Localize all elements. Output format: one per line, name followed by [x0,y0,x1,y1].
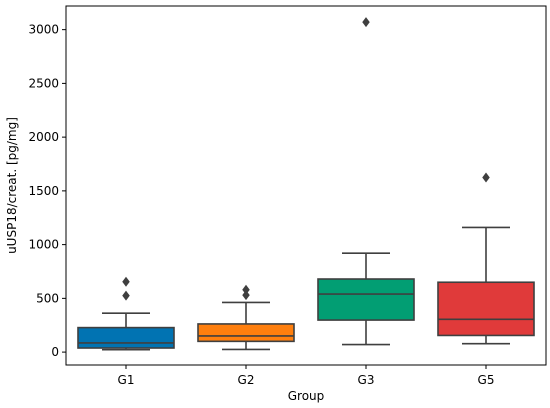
box-g1 [77,276,175,351]
x-tick-label: G3 [358,373,375,387]
iqr-box [197,323,295,343]
y-tick-label: 2000 [28,130,59,144]
outlier-point [362,17,370,28]
x-tick-label: G2 [238,373,255,387]
x-axis: G1 G2 G3 G5 [118,365,495,387]
y-tick-label: 2500 [28,76,59,90]
iqr-box [437,281,535,337]
box-g5 [437,172,535,345]
y-tick-label: 3000 [28,23,59,37]
outlier-point [122,276,130,287]
y-tick-label: 500 [36,291,59,305]
outlier-point [482,172,490,183]
x-tick-label: G1 [118,373,135,387]
outlier-point [122,290,130,301]
iqr-box [77,326,175,349]
outlier-point [242,290,250,301]
axes-frame [65,5,547,366]
y-axis: 0 500 1000 1500 2000 2500 3000 [28,23,66,359]
iqr-box [317,278,415,321]
y-tick-label: 0 [51,345,59,359]
plot-area [77,17,535,351]
x-axis-title: Group [288,389,325,403]
box-g3 [317,17,415,346]
outlier-point [242,284,250,295]
y-tick-label: 1000 [28,238,59,252]
box-g2 [197,284,295,351]
y-tick-label: 1500 [28,184,59,198]
x-tick-label: G5 [478,373,495,387]
y-axis-title: uUSP18/creat. [pg/mg] [5,117,19,254]
